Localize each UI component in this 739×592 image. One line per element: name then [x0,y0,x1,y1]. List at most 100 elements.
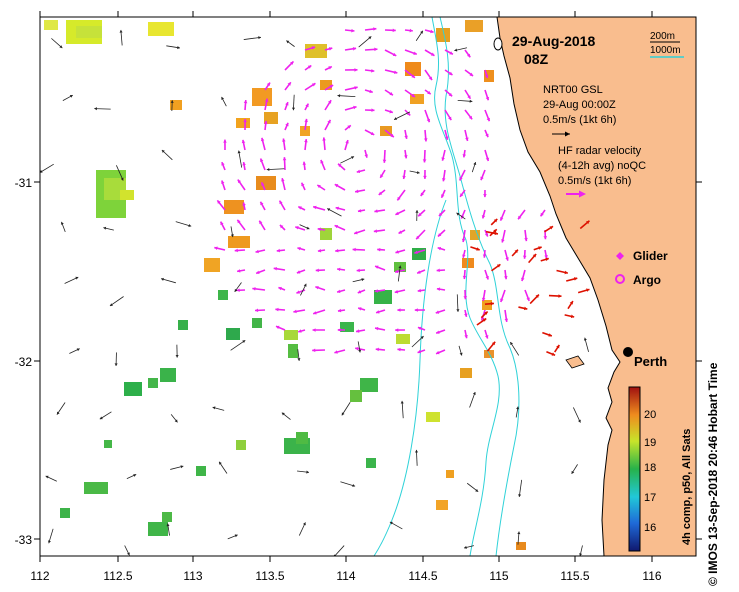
gsl-arrow-head [420,336,424,339]
radar-arrow-head [398,230,403,234]
gsl-arrow-head [583,337,587,341]
radar-arrow-head [276,325,280,330]
gsl-arrow-head [327,208,331,212]
gsl-arrow-head [161,277,164,281]
hf-arrow-head [482,318,487,322]
radar-arrow-head [395,328,399,332]
radar-arrow-head [263,120,268,125]
radar-arrow-head [435,310,440,314]
colorbar-tick: 19 [644,437,656,449]
gsl-arrow-head [518,494,522,497]
hf-arrow-head [490,301,494,306]
land-western-australia [496,17,696,556]
radar-arrow-head [304,139,308,143]
radar-arrow-head [256,270,260,274]
hf-arrow-head [538,246,542,250]
radar-arrow-head [404,135,408,139]
plot-frame [39,16,697,557]
gsl-arrow-head [416,170,420,175]
radar-arrow-head [334,350,338,354]
radar-arrow-head [526,297,530,301]
radar-arrow-head [376,310,380,314]
gsl-arrow-head [473,162,477,166]
radar-arrow-head [462,254,466,258]
gsl-arrow-head [133,474,137,477]
gsl-arrow [397,265,401,282]
gsl-arrow-head [352,483,356,487]
radar-arrow-head [374,289,378,293]
radar-arrow-head [275,307,279,312]
glider-label: Glider [633,249,668,263]
gsl-speed: 0.5m/s (1kt 6h) [543,114,616,126]
radar-arrow-head [459,177,463,181]
radar-arrow-head [423,138,428,142]
radar-arrow-head [518,215,522,220]
gsl-arrow-head [420,30,423,34]
radar-arrow-head [279,224,284,229]
radar-arrow-head [356,268,360,273]
gsl-arrow-head [303,283,307,287]
radar-arrow-head [395,250,399,254]
hf-arrow-head [496,264,501,268]
radar-arrow-head [485,276,489,280]
hf-avg: (4-12h avg) noQC [558,160,646,172]
hf-arrow-head [491,341,496,346]
radar-arrow-head [462,154,467,158]
radar-arrow-head [243,118,247,123]
radar-arrow-head [237,219,241,224]
radar-arrow-head [378,191,383,195]
radar-arrow-head [355,346,359,351]
radar-arrow-head [241,139,246,144]
hf-arrow-head [558,294,562,298]
radar-arrow-head [465,137,469,141]
gsl-arrow-head [212,406,216,410]
gsl-arrow-head [99,416,103,420]
radar-arrow-head [337,289,341,294]
radar-arrow-head [296,290,300,294]
gsl-arrow-head [230,234,234,238]
hf-arrow-head [573,277,578,281]
colorbar-tick: 17 [644,492,656,504]
gsl-arrow-head [389,521,393,525]
radar-arrow-head [394,289,399,294]
radar-arrow-head [414,250,418,255]
gsl-title: NRT00 GSL [543,84,603,96]
radar-arrow-head [469,72,474,76]
radar-arrow-head [481,297,486,302]
radar-arrow-head [380,174,384,178]
radar-arrow-head [374,209,378,213]
radar-arrow-head [285,122,289,127]
radar-arrow-head [352,46,357,51]
radar-arrow-head [355,189,359,194]
radar-arrow-head [315,285,319,290]
radar-arrow-head [406,112,411,116]
radar-arrow-head [328,66,332,70]
radar-arrow-head [420,192,424,197]
radar-arrow-head [352,247,356,252]
gsl-arrow [411,335,424,348]
radar-arrow-head [417,270,421,274]
radar-arrow-head [413,51,417,55]
radar-arrow-head [397,196,401,201]
argo-label: Argo [633,273,661,287]
radar-arrow-head [266,82,271,87]
gsl-arrow-head [415,210,419,213]
radar-arrow-head [501,239,505,243]
gsl-arrow-head [454,48,458,52]
gsl-arrow [243,36,262,40]
x-tick-label: 113.5 [255,569,284,583]
y-tick-label: -31 [15,176,33,190]
radar-arrow-head [221,180,225,184]
radar-arrow-head [273,266,277,271]
radar-arrow-head [428,76,433,81]
radar-arrow-head [335,248,339,253]
radar-arrow-head [261,182,265,186]
hf-arrow-head [493,218,498,223]
gsl-arrow-head [297,358,301,361]
radar-arrow-head [317,184,321,189]
gsl-arrow-head [368,36,372,40]
gsl-arrow-head [579,553,583,556]
map-time: 08Z [524,51,549,67]
gsl-time: 29-Aug 00:00Z [543,99,616,111]
radar-arrow-head [436,330,440,334]
